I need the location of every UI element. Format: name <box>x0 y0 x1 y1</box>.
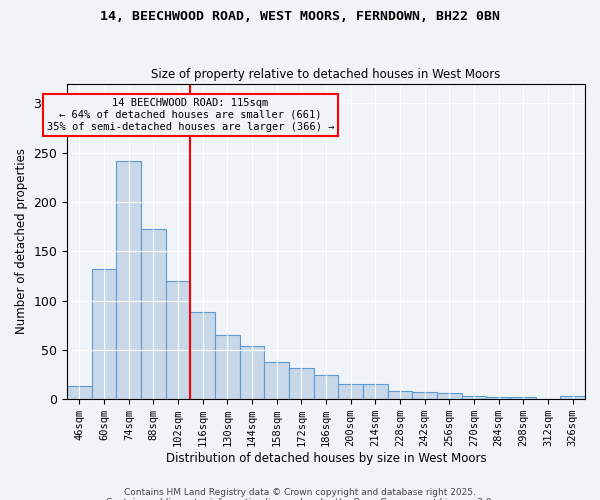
Title: Size of property relative to detached houses in West Moors: Size of property relative to detached ho… <box>151 68 501 81</box>
Bar <box>141 228 166 399</box>
Text: 14 BEECHWOOD ROAD: 115sqm
← 64% of detached houses are smaller (661)
35% of semi: 14 BEECHWOOD ROAD: 115sqm ← 64% of detac… <box>47 98 334 132</box>
Y-axis label: Number of detached properties: Number of detached properties <box>15 148 28 334</box>
X-axis label: Distribution of detached houses by size in West Moors: Distribution of detached houses by size … <box>166 452 487 465</box>
Text: 14, BEECHWOOD ROAD, WEST MOORS, FERNDOWN, BH22 0BN: 14, BEECHWOOD ROAD, WEST MOORS, FERNDOWN… <box>100 10 500 23</box>
Bar <box>116 162 141 399</box>
Bar <box>338 384 363 399</box>
Bar <box>92 269 116 399</box>
Bar <box>437 394 462 399</box>
Bar <box>265 362 289 399</box>
Bar <box>487 397 511 399</box>
Bar <box>412 392 437 399</box>
Text: Contains HM Land Registry data © Crown copyright and database right 2025.: Contains HM Land Registry data © Crown c… <box>124 488 476 497</box>
Text: Contains public sector information licensed under the Open Government Licence 3.: Contains public sector information licen… <box>106 498 494 500</box>
Bar <box>190 312 215 399</box>
Bar <box>240 346 265 399</box>
Bar <box>289 368 314 399</box>
Bar <box>215 335 240 399</box>
Bar <box>388 392 412 399</box>
Bar <box>363 384 388 399</box>
Bar <box>560 396 585 399</box>
Bar <box>462 396 487 399</box>
Bar <box>314 374 338 399</box>
Bar <box>166 281 190 399</box>
Bar <box>67 386 92 399</box>
Bar <box>511 397 536 399</box>
